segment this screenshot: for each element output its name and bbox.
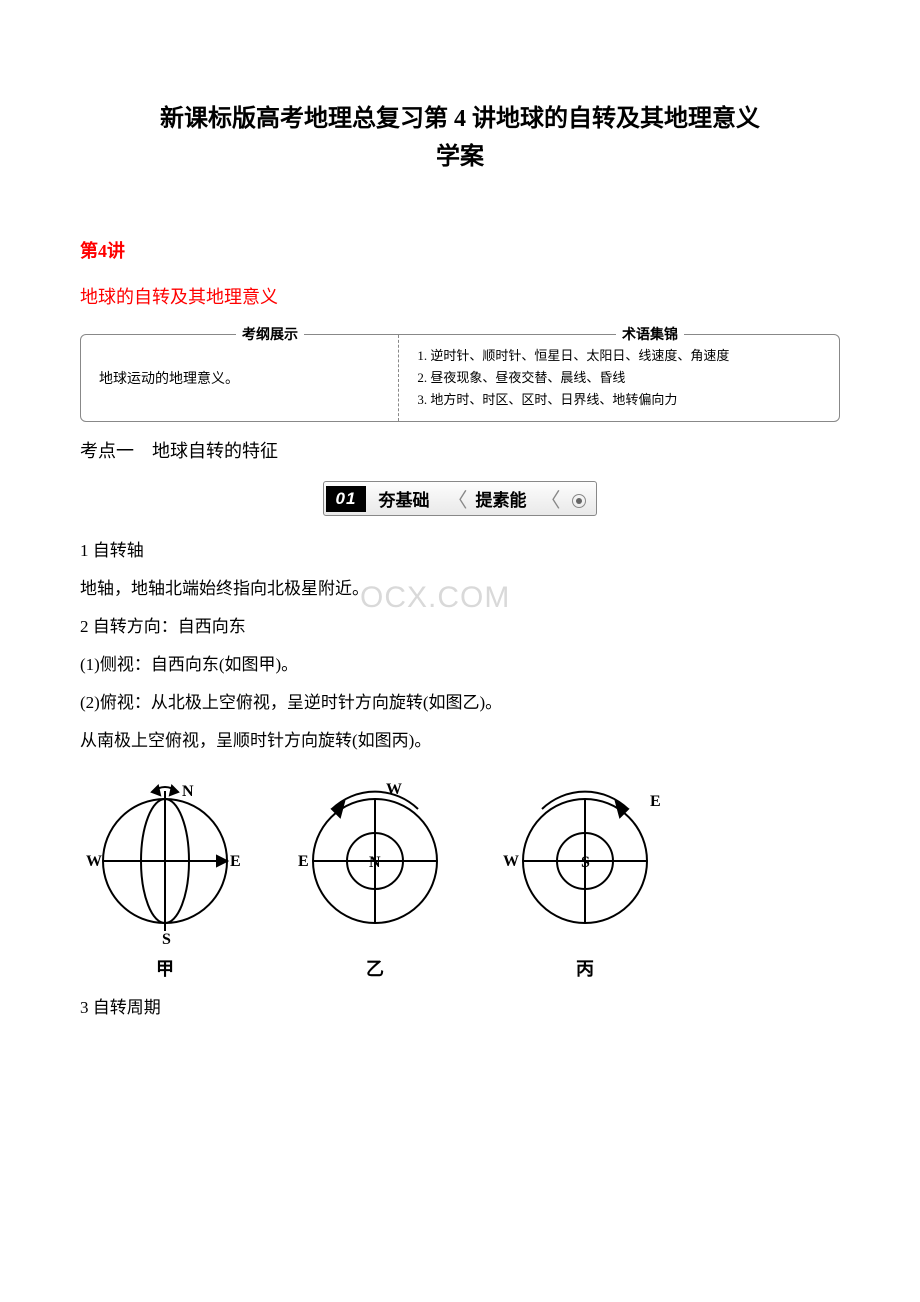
diagram-bing-label: 丙 xyxy=(500,955,670,981)
s1-body: 地轴，地轴北端始终指向北极星附近。 xyxy=(80,579,369,598)
diagram-jia: N S W E 甲 xyxy=(80,776,250,981)
title-line-1: 新课标版高考地理总复习第 4 讲地球的自转及其地理意义 xyxy=(160,106,760,132)
info-left-text: 地球运动的地理意义。 xyxy=(99,368,239,388)
label-w-top: W xyxy=(386,781,402,798)
label-w-left: W xyxy=(503,853,519,870)
info-header-right: 术语集锦 xyxy=(616,324,684,344)
label-center-s: S xyxy=(581,854,590,871)
s2-l2: (2)俯视：从北极上空俯视，呈逆时针方向旋转(如图乙)。 xyxy=(80,686,840,720)
step-number: 01 xyxy=(326,486,367,512)
topic-one: 考点一 地球自转的特征 xyxy=(80,437,840,463)
label-w: W xyxy=(86,853,102,870)
s2-l1: (1)侧视：自西向东(如图甲)。 xyxy=(80,648,840,682)
label-n: N xyxy=(182,783,194,800)
term-line-1: 1. 逆时针、顺时针、恒星日、太阳日、线速度、角速度 xyxy=(417,345,821,367)
label-s: S xyxy=(162,931,171,946)
step-text-2: 提素能 xyxy=(475,486,526,511)
diagram-yi: N W E 乙 xyxy=(290,776,460,981)
diagram-jia-label: 甲 xyxy=(80,955,250,981)
label-e-top: E xyxy=(650,793,661,810)
label-center-n: N xyxy=(369,854,381,871)
bullet-icon xyxy=(572,494,586,508)
s3-head: 3 自转周期 xyxy=(80,991,840,1025)
label-e: E xyxy=(230,853,241,870)
step-banner: 01 夯基础 〈 提素能 〈 xyxy=(80,481,840,516)
diagram-row: N S W E 甲 N W E 乙 xyxy=(80,776,840,981)
lecture-number: 第4讲 xyxy=(80,237,840,263)
diagram-bing: S E W 丙 xyxy=(500,776,670,981)
title-line-2: 学案 xyxy=(436,144,484,170)
divider-icon-2: 〈 xyxy=(540,484,560,513)
label-e-left: E xyxy=(298,853,309,870)
info-header-left: 考纲展示 xyxy=(236,324,304,344)
step-text-1: 夯基础 xyxy=(378,486,429,511)
syllabus-box: 地球运动的地理意义。 1. 逆时针、顺时针、恒星日、太阳日、线速度、角速度 2.… xyxy=(80,334,840,422)
s2-l3: 从南极上空俯视，呈顺时针方向旋转(如图丙)。 xyxy=(80,724,840,758)
diagram-yi-label: 乙 xyxy=(290,955,460,981)
divider-icon: 〈 xyxy=(447,484,467,513)
s1-body-row: 地轴，地轴北端始终指向北极星附近。 OCX.COM xyxy=(80,572,840,606)
term-line-2: 2. 昼夜现象、昼夜交替、晨线、昏线 xyxy=(417,367,821,389)
s2-head: 2 自转方向：自西向东 xyxy=(80,610,840,644)
info-left-cell: 地球运动的地理意义。 xyxy=(81,335,399,421)
info-box-header: 考纲展示 术语集锦 xyxy=(80,324,840,344)
step-box: 01 夯基础 〈 提素能 〈 xyxy=(323,481,598,516)
lecture-title: 地球的自转及其地理意义 xyxy=(80,283,840,309)
term-line-3: 3. 地方时、时区、区时、日界线、地转偏向力 xyxy=(417,389,821,411)
s1-head: 1 自转轴 xyxy=(80,534,840,568)
page-title: 新课标版高考地理总复习第 4 讲地球的自转及其地理意义 学案 xyxy=(80,100,840,177)
info-right-cell: 1. 逆时针、顺时针、恒星日、太阳日、线速度、角速度 2. 昼夜现象、昼夜交替、… xyxy=(399,335,839,421)
